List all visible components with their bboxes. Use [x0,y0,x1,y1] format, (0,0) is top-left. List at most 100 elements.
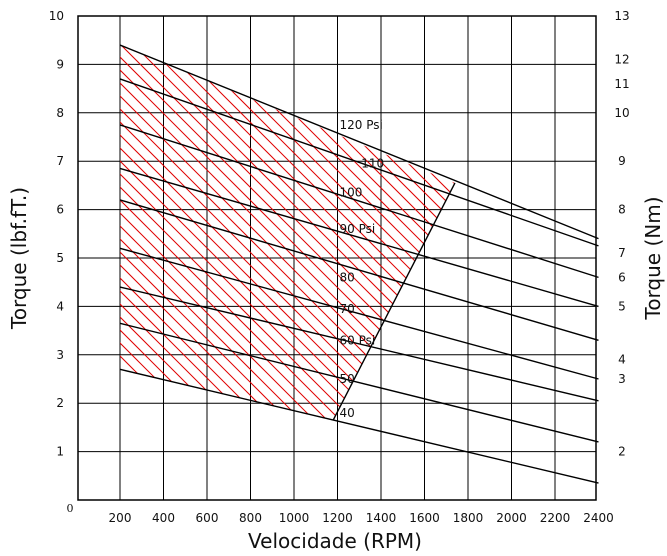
hatch-line [120,45,455,421]
pressure-curve [119,44,599,240]
curve-label: 40 [340,406,355,420]
speed-limit-line [332,182,456,421]
hatch-line [120,45,412,421]
hatch-line [270,45,455,421]
plot-frame [77,15,597,501]
pressure-curve [119,368,599,484]
hatch-line [120,45,455,421]
hatch-line [120,45,334,421]
hatch-line [120,45,455,421]
x-axis-ticks: 200 400 600 800 1000 1200 1400 1600 1800 2000 2200… [109,511,614,525]
origin-label: 0 [67,502,74,515]
y2-tick-label: 6 [618,270,626,284]
hatch-line [179,45,455,421]
hatch-line [120,45,455,421]
y-tick-label: 5 [56,251,64,265]
pressure-curve [119,322,599,443]
hatch-line [120,45,455,421]
curve-label: 110 [361,157,384,171]
curve-label: 70 [340,302,355,316]
pressure-curves [119,44,599,484]
x-tick-label: 1800 [453,511,484,525]
curve-labels: 40 50 60 Psi 70 80 90 Psi 100 110 120 Psi [340,118,385,420]
y2-tick-label: 8 [618,203,626,217]
curve-label: 100 [340,186,363,200]
y2-tick-label: 11 [614,77,629,91]
pressure-curve [119,199,599,341]
hatch-line [120,45,455,421]
x-tick-label: 1400 [366,511,397,525]
y2-tick-label: 13 [614,9,629,23]
y2-tick-label: 12 [614,53,629,67]
curve-label: 90 Psi [340,222,376,236]
hatch-line [466,0,667,556]
hatch-line [127,45,455,421]
y-axis-ticks: 1 2 3 4 5 6 7 8 9 10 [49,9,64,459]
y-tick-label: 10 [49,9,64,23]
hatch-line [120,45,455,421]
y2-tick-label: 10 [614,106,629,120]
x-tick-label: 2000 [496,511,527,525]
hatch-line [120,45,455,421]
x-tick-label: 600 [196,511,219,525]
y2-tick-label: 4 [618,353,626,367]
curve-label: 50 [340,372,355,386]
hatch-line [166,45,455,421]
y2-axis-ticks: 2 3 4 5 6 7 8 9 10 11 12 13 [614,9,629,459]
y-tick-label: 8 [56,106,64,120]
x-tick-label: 400 [152,511,175,525]
y-tick-label: 9 [56,57,64,71]
y-tick-label: 4 [56,299,64,313]
curve-label: 60 Psi [340,333,376,347]
x-axis-title: Velocidade (RPM) [248,529,422,553]
y2-tick-label: 2 [618,445,626,459]
y2-axis-title: Torque (Nm) [641,196,665,320]
x-tick-label: 2200 [540,511,571,525]
pressure-curve [119,124,599,279]
hatch-line [120,45,455,421]
x-tick-label: 200 [109,511,132,525]
hatch-line [140,45,455,421]
hatch-line [120,45,256,421]
hatch-line [120,45,455,421]
hatch-line [244,45,455,421]
hatch-line [120,45,230,421]
x-tick-label: 1000 [279,511,310,525]
hatch-line [205,45,455,421]
hatch-line [426,45,455,421]
pressure-curve [119,167,599,308]
y2-tick-label: 9 [618,154,626,168]
pressure-curve [119,247,599,380]
hatch-line [120,45,425,421]
y2-tick-label: 7 [618,246,626,260]
hatch-line [120,45,438,421]
hatch-line [120,45,308,421]
y-tick-label: 2 [56,396,64,410]
y-tick-label: 3 [56,348,64,362]
y2-tick-label: 5 [618,299,626,313]
pressure-curve [119,286,599,402]
hatch-line [257,45,455,421]
hatch-line [120,45,282,421]
hatch-line [479,0,667,556]
y-tick-label: 1 [56,445,64,459]
hatch-line [120,45,455,421]
hatch-line [120,45,455,421]
x-tick-label: 1600 [409,511,440,525]
curve-label: 80 [340,270,355,284]
hatch-line [120,45,455,421]
hatch-line [120,45,360,421]
hatch-line [452,45,455,421]
hatch-line [120,45,455,421]
hatch-line [120,45,217,421]
hatch-line [231,45,455,421]
curve-label: 120 Psi [340,118,383,132]
x-tick-label: 1200 [322,511,353,525]
y-tick-label: 7 [56,154,64,168]
y-tick-label: 6 [56,203,64,217]
hatch-line [120,45,455,421]
x-tick-label: 2400 [583,511,614,525]
hatch-line [120,45,451,421]
hatch-line [120,45,455,421]
